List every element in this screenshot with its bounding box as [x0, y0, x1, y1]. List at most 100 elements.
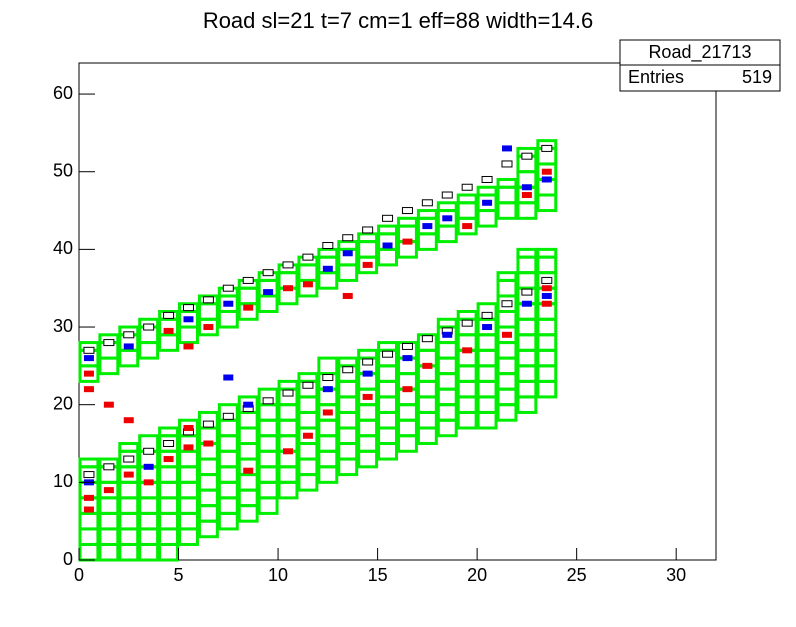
- hit-cell: [83, 386, 94, 393]
- hit-cell: [163, 311, 175, 319]
- hit-cell: [402, 355, 413, 362]
- hit-cell: [401, 342, 413, 350]
- hit-cell: [322, 241, 334, 249]
- x-tick-label: 15: [368, 565, 388, 585]
- hit-cell: [203, 324, 214, 331]
- y-tick-label: 0: [63, 549, 73, 569]
- y-tick-label: 20: [53, 393, 73, 413]
- stats-label: Entries: [628, 67, 684, 87]
- hit-cell: [263, 289, 274, 296]
- hit-cell: [262, 269, 274, 277]
- hit-cell: [482, 324, 493, 331]
- road-cell: [197, 410, 219, 430]
- hit-cell: [421, 335, 433, 343]
- road-cell: [436, 201, 458, 213]
- road-cell: [78, 457, 100, 469]
- hit-cell: [103, 463, 115, 471]
- y-tick-label: 30: [53, 316, 73, 336]
- hit-cell: [123, 343, 134, 350]
- hit-cell: [322, 265, 333, 272]
- hit-cell: [222, 284, 234, 292]
- road-cell: [476, 302, 498, 321]
- hit-cell: [243, 304, 254, 311]
- y-tick-label: 10: [53, 471, 73, 491]
- hit-cell: [422, 362, 433, 369]
- hit-cell: [481, 175, 493, 183]
- chart-title: Road sl=21 t=7 cm=1 eff=88 width=14.6: [203, 8, 593, 33]
- hit-cell: [461, 183, 473, 191]
- hit-cell: [143, 447, 155, 455]
- hit-cell: [541, 144, 553, 152]
- hit-cell: [143, 479, 154, 486]
- hit-cell: [521, 300, 532, 307]
- hit-cell: [302, 253, 314, 261]
- x-tick-label: 0: [74, 565, 84, 585]
- road-cell: [416, 333, 438, 352]
- hit-cell: [541, 168, 552, 175]
- hit-cell: [402, 238, 413, 245]
- hit-cell: [422, 223, 433, 230]
- hit-cell: [163, 440, 175, 448]
- hit-cell: [183, 424, 194, 431]
- plot-frame: [78, 62, 717, 561]
- road-cell: [436, 317, 458, 329]
- hit-cell: [521, 152, 533, 160]
- x-tick-label: 30: [666, 565, 686, 585]
- road-cell: [257, 387, 279, 407]
- road-cell: [158, 426, 180, 438]
- hit-cell: [521, 288, 533, 296]
- hit-cell: [541, 300, 552, 307]
- hit-cell: [183, 343, 194, 350]
- road-cell: [337, 356, 359, 368]
- hit-cell: [302, 432, 313, 439]
- hit-cell: [322, 409, 333, 416]
- hit-cell: [123, 417, 134, 424]
- hit-cell: [282, 261, 294, 269]
- hit-cell: [322, 374, 334, 382]
- x-tick-label: 25: [567, 565, 587, 585]
- road-cell: [357, 232, 379, 244]
- hit-cell: [83, 494, 94, 501]
- hit-cell: [143, 323, 155, 331]
- hit-cell: [541, 292, 552, 299]
- hit-cell: [362, 393, 373, 400]
- road-cell: [178, 418, 199, 438]
- hit-cell: [243, 401, 254, 408]
- hit-cell: [183, 444, 194, 451]
- hit-cell: [501, 145, 512, 152]
- hit-cell: [283, 448, 294, 455]
- hit-cell: [501, 160, 513, 168]
- hit-cell: [461, 319, 473, 327]
- road-cell: [237, 395, 259, 414]
- hit-cell: [402, 386, 413, 393]
- road-cell: [397, 216, 418, 228]
- road-cell: [456, 193, 478, 205]
- hit-cell: [123, 471, 134, 478]
- hit-cell: [401, 207, 413, 215]
- hit-cell: [202, 420, 214, 428]
- road-cell: [357, 348, 379, 360]
- road-cell: [317, 247, 339, 259]
- hit-cell: [501, 331, 512, 338]
- road-cell: [377, 224, 398, 236]
- hit-cell: [421, 199, 433, 207]
- stats-name: Road_21713: [648, 42, 751, 63]
- hit-cell: [103, 339, 115, 347]
- hit-cell: [83, 506, 94, 513]
- hit-cell: [183, 316, 194, 323]
- hit-cell: [362, 370, 373, 377]
- stats-value: 519: [742, 67, 772, 87]
- road-cell: [217, 403, 239, 422]
- hit-cell: [342, 250, 353, 257]
- hit-cell: [283, 285, 294, 292]
- hit-cell: [103, 401, 114, 408]
- y-tick-label: 50: [53, 160, 73, 180]
- road-cell: [496, 177, 518, 189]
- hit-cell: [462, 347, 473, 354]
- hit-cell: [83, 471, 95, 479]
- hit-cell: [222, 412, 234, 420]
- hit-cell: [123, 455, 135, 463]
- hit-cell: [441, 191, 453, 199]
